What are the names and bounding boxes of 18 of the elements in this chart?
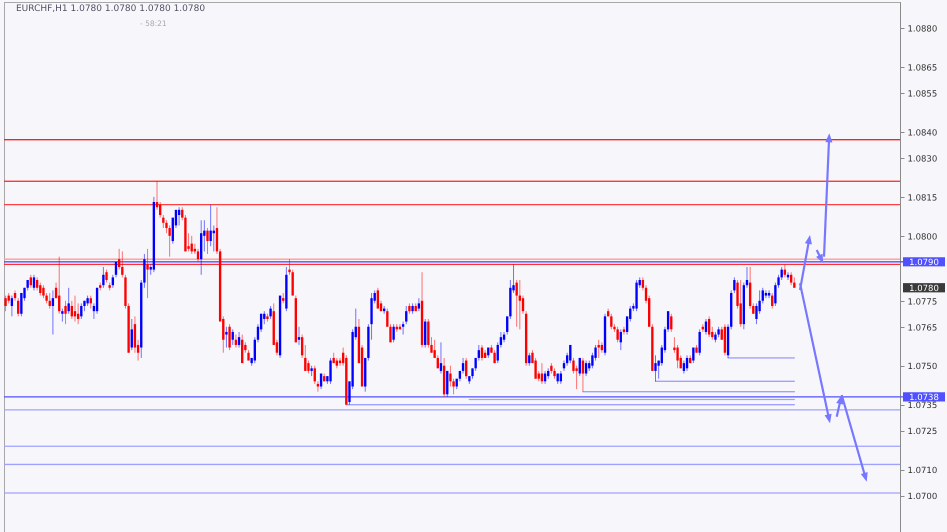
chart-title: EURCHF,H1 1.0780 1.0780 1.0780 1.0780 — [16, 4, 206, 14]
text: 1.0780 — [909, 284, 939, 294]
y-tick-label: 1.0815 — [908, 193, 938, 204]
ref-line-label: 1.0790 — [909, 258, 939, 268]
y-tick-label: 1.0700 — [908, 492, 938, 502]
y-tick-label: 1.0765 — [908, 323, 938, 334]
y-tick-label: 1.0830 — [908, 154, 938, 164]
y-tick-label: 1.0725 — [908, 427, 938, 438]
y-tick-label: 1.0750 — [908, 362, 938, 372]
y-tick-label: 1.0710 — [908, 466, 938, 476]
ref-line-label: 1.0738 — [909, 392, 939, 403]
y-tick-label: 1.0880 — [908, 24, 938, 34]
y-tick-label: 1.0865 — [908, 63, 938, 74]
y-tick-label: 1.0775 — [908, 297, 938, 308]
y-tick-label: 1.0800 — [908, 232, 938, 242]
y-tick-label: 1.0735 — [908, 401, 938, 412]
y-tick-label: 1.0840 — [908, 128, 938, 138]
y-tick-label: 1.0855 — [908, 89, 938, 100]
